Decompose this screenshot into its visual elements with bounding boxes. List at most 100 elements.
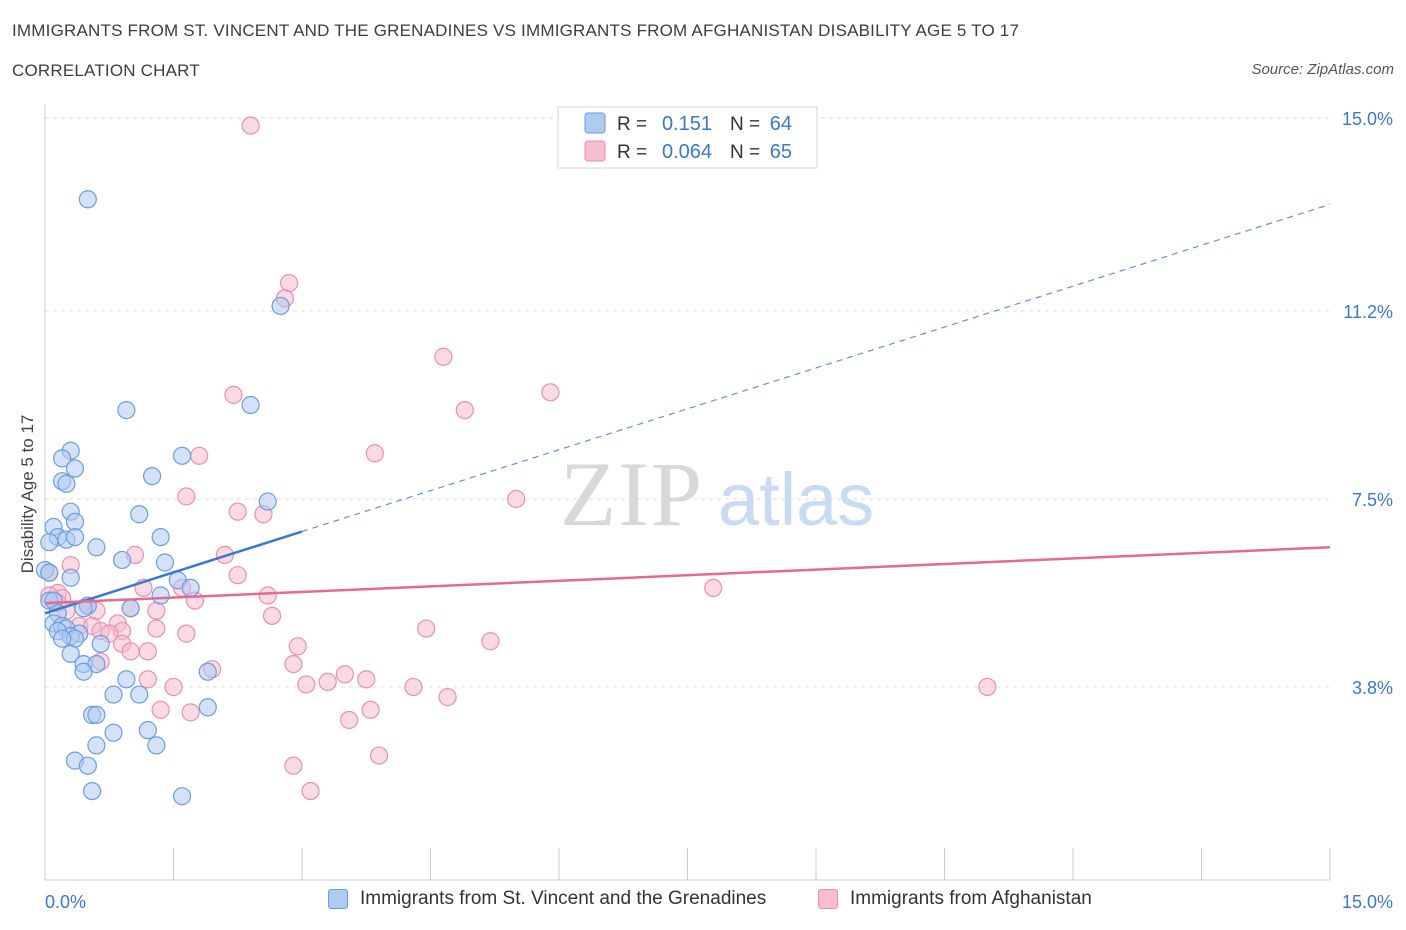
st-vincent-point-0	[78, 190, 97, 209]
st-vincent-point-55	[87, 705, 106, 725]
afghanistan-point-54	[357, 670, 376, 689]
legend-top-r-label-1: R =	[617, 114, 647, 135]
legend-bottom: Immigrants from St. Vincent and the Gren…	[0, 888, 1406, 918]
st-vincent-point-23	[155, 553, 175, 572]
afghanistan-point-43	[481, 632, 500, 651]
y-tick-label-0: 3.8%	[1352, 678, 1393, 698]
st-vincent-point-44	[91, 634, 110, 653]
afghanistan-point-0	[241, 116, 260, 135]
st-vincent-point-5	[53, 449, 72, 468]
st-vincent-trend-extension	[301, 203, 1331, 533]
tick-labels: 3.8% 7.5% 11.2% 15.0% 0.0% 15.0%	[45, 109, 1393, 912]
afghanistan-point-1	[280, 274, 299, 293]
legend-top: R = 0.151 N = 64 R = 0.064 N = 65	[557, 106, 818, 169]
afghanistan-point-59	[151, 700, 170, 719]
series-st-vincent-points	[35, 190, 290, 806]
st-vincent-point-53	[198, 698, 217, 717]
st-vincent-point-20	[40, 533, 59, 552]
legend-item-afghanistan: Immigrants from Afghanistan	[818, 888, 1092, 910]
afghanistan-point-10	[507, 489, 526, 509]
st-vincent-point-25	[40, 563, 59, 582]
watermark-zip: ZIP	[560, 443, 704, 545]
afghanistan-point-50	[138, 670, 157, 689]
afghanistan-point-5	[541, 383, 560, 402]
st-vincent-point-57	[138, 721, 157, 740]
axes	[44, 104, 1331, 881]
afghanistan-point-64	[284, 756, 303, 775]
st-vincent-point-7	[65, 459, 85, 478]
source-label: Source: ZipAtlas.com	[1251, 61, 1394, 78]
st-vincent-point-48	[74, 662, 93, 681]
afghanistan-point-20	[704, 578, 723, 598]
st-vincent-point-50	[198, 662, 217, 681]
st-vincent-point-6	[172, 446, 192, 465]
x-tick-label-1: 15.0%	[1342, 892, 1393, 912]
legend-swatch-pink	[818, 889, 838, 909]
st-vincent-point-21	[151, 527, 170, 547]
afghanistan-point-7	[190, 446, 209, 465]
chart-subtitle: CORRELATION CHART	[12, 61, 200, 80]
st-vincent-point-62	[83, 781, 102, 801]
st-vincent-point-61	[78, 756, 97, 775]
st-vincent-point-10	[142, 467, 162, 486]
st-vincent-point-34	[121, 599, 140, 618]
st-vincent-trend-line	[44, 530, 303, 615]
watermark-atlas: atlas	[718, 458, 874, 541]
afghanistan-trend-line	[44, 546, 1331, 605]
afghanistan-point-8	[365, 444, 384, 463]
afghanistan-point-61	[361, 700, 380, 719]
trend-lines	[44, 203, 1331, 615]
legend-top-r-label-2: R =	[617, 142, 647, 163]
x-tick-label-0: 0.0%	[45, 892, 86, 912]
afghanistan-point-30	[147, 601, 166, 620]
afghanistan-point-3	[434, 347, 453, 366]
y-tick-label-1: 7.5%	[1352, 490, 1393, 510]
y-tick-label-3: 15.0%	[1342, 109, 1393, 129]
st-vincent-point-43	[53, 629, 72, 648]
st-vincent-point-51	[104, 685, 123, 704]
st-vincent-point-52	[130, 685, 149, 704]
st-vincent-point-29	[151, 586, 170, 605]
afghanistan-point-65	[301, 781, 320, 801]
st-vincent-point-49	[117, 670, 136, 689]
legend-top-n-label-1: N =	[730, 114, 760, 135]
afghanistan-point-63	[370, 746, 389, 765]
st-vincent-point-33	[74, 599, 93, 618]
st-vincent-point-28	[181, 578, 200, 598]
afghanistan-point-17	[228, 566, 247, 585]
st-vincent-point-1	[271, 296, 290, 316]
afghanistan-point-51	[335, 665, 354, 684]
afghanistan-point-58	[438, 688, 457, 707]
afghanistan-point-6	[455, 401, 474, 420]
legend-label-afghanistan: Immigrants from Afghanistan	[850, 888, 1092, 909]
afghanistan-point-62	[340, 710, 359, 730]
st-vincent-point-18	[65, 527, 85, 547]
watermark: ZIP atlas	[560, 443, 874, 545]
afghanistan-point-60	[181, 703, 200, 722]
series-afghanistan-points	[40, 116, 997, 801]
st-vincent-point-3	[241, 395, 260, 415]
afghanistan-point-4	[224, 385, 243, 404]
legend-top-n-label-2: N =	[730, 142, 760, 163]
legend-swatch-blue	[328, 889, 348, 909]
afghanistan-point-36	[147, 619, 166, 638]
st-vincent-point-59	[147, 736, 166, 755]
legend-label-st-vincent: Immigrants from St. Vincent and the Gren…	[360, 888, 767, 909]
st-vincent-point-11	[258, 492, 277, 511]
afghanistan-point-48	[284, 654, 303, 674]
y-tick-label-2: 11.2%	[1343, 302, 1393, 322]
afghanistan-point-45	[138, 642, 157, 661]
st-vincent-point-19	[87, 538, 106, 557]
afghanistan-point-32	[262, 606, 282, 625]
afghanistan-point-40	[177, 624, 196, 643]
st-vincent-point-58	[87, 736, 106, 755]
y-axis-label: Disability Age 5 to 17	[18, 415, 37, 574]
st-vincent-point-13	[130, 505, 149, 524]
st-vincent-point-14	[65, 512, 85, 531]
afghanistan-point-53	[318, 672, 337, 691]
legend-item-st-vincent: Immigrants from St. Vincent and the Gren…	[328, 888, 766, 910]
st-vincent-point-9	[57, 474, 76, 493]
afghanistan-point-42	[288, 637, 307, 656]
legend-top-n-value-2: 65	[770, 141, 792, 163]
